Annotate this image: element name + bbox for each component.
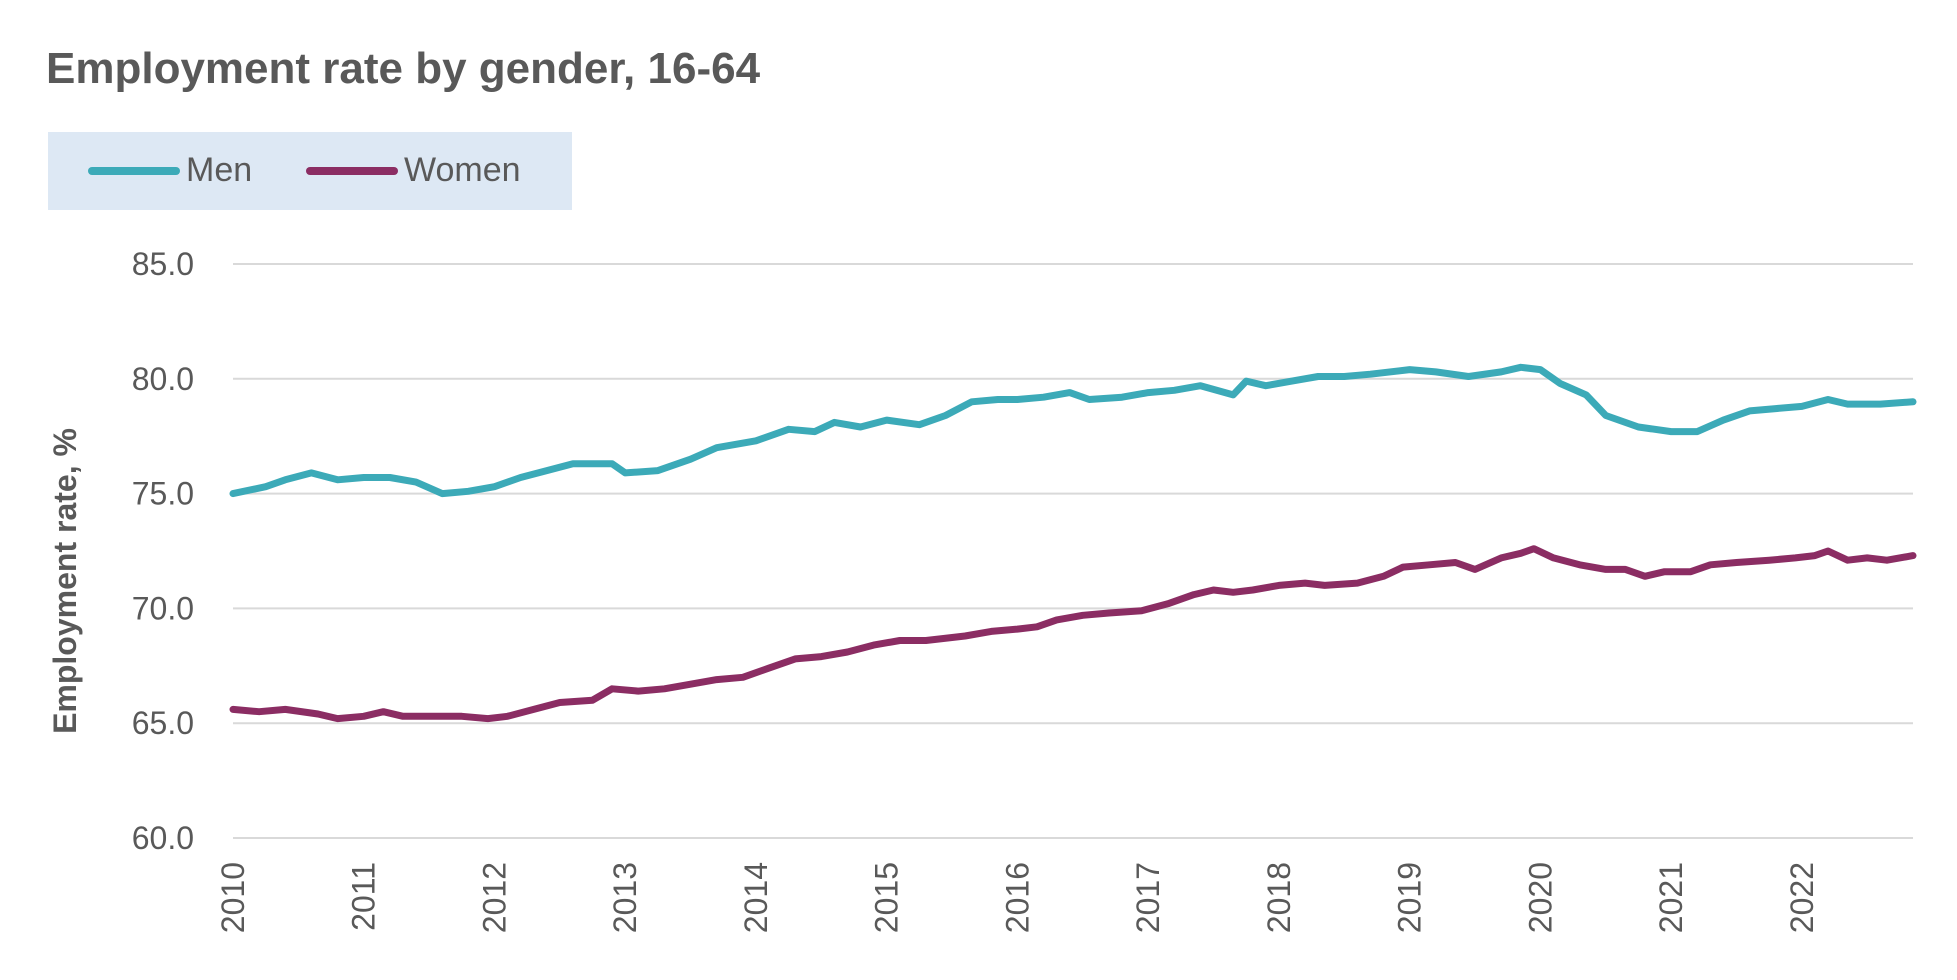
x-tick-label: 2021	[1653, 862, 1689, 933]
x-tick-label: 2020	[1522, 862, 1558, 933]
x-tick-label: 2013	[607, 862, 643, 933]
y-tick-label: 80.0	[132, 361, 194, 397]
y-axis-label: Employment rate, %	[47, 428, 83, 734]
y-tick-label: 85.0	[132, 246, 194, 282]
chart-title: Employment rate by gender, 16-64	[46, 44, 761, 93]
y-tick-label: 75.0	[132, 476, 194, 512]
x-tick-label: 2022	[1784, 862, 1820, 933]
y-tick-label: 70.0	[132, 590, 194, 626]
legend-label-men: Men	[186, 151, 253, 189]
x-tick-label: 2012	[476, 862, 512, 933]
x-tick-label: 2015	[869, 862, 905, 933]
x-tick-label: 2016	[999, 862, 1035, 933]
x-tick-label: 2010	[215, 862, 251, 933]
x-tick-label: 2011	[346, 862, 382, 931]
series-line-women	[229, 545, 1917, 723]
legend: Men Women	[48, 132, 572, 210]
x-tick-label: 2017	[1130, 862, 1166, 933]
x-tick-label: 2014	[738, 862, 774, 933]
x-tick-label: 2018	[1261, 862, 1297, 933]
x-tick-label: 2019	[1392, 862, 1428, 933]
legend-swatch-women	[306, 167, 398, 175]
legend-swatch-men	[88, 167, 180, 175]
legend-label-women: Women	[404, 151, 521, 189]
series-line-men	[229, 363, 1917, 498]
y-tick-label: 60.0	[132, 820, 194, 856]
y-tick-label: 65.0	[132, 705, 194, 741]
